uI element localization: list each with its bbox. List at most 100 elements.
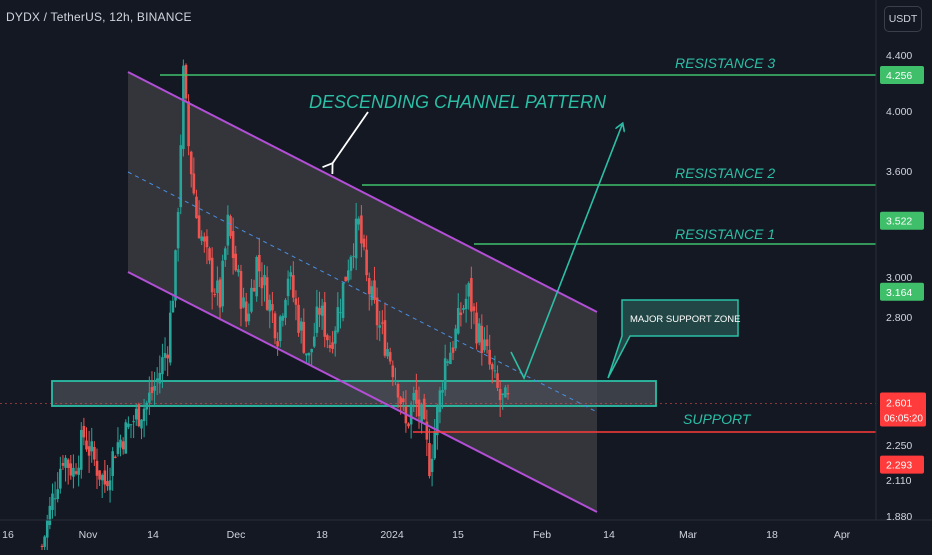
resistance-2-price-badge: [880, 211, 924, 230]
candle-body: [168, 312, 172, 363]
candle-body: [323, 302, 327, 337]
resistance-2-price-text: 3.522: [886, 216, 912, 228]
symbol-title[interactable]: DYDX / TetherUS, 12h, BINANCE: [6, 10, 192, 24]
candle-body: [100, 474, 104, 481]
candle-body: [318, 307, 321, 315]
time-tick-label: 18: [316, 529, 328, 541]
candle-body: [77, 467, 80, 475]
resistance-3-price-badge: [880, 66, 924, 84]
candle-body: [218, 279, 222, 308]
candle-body: [197, 215, 201, 239]
candle-body: [127, 423, 130, 428]
candle-body: [142, 408, 146, 422]
candle-body: [106, 481, 109, 487]
candle-body: [200, 236, 203, 241]
major-support-zone-rect[interactable]: [51, 380, 657, 407]
candle-body: [132, 421, 135, 423]
channel-pointer-arrow[interactable]: [332, 111, 369, 164]
support-price-text: 2.293: [886, 460, 912, 472]
currency-button[interactable]: USDT: [884, 6, 922, 32]
candle-body: [480, 325, 484, 353]
candle-body: [260, 277, 264, 289]
candle-body: [263, 275, 266, 286]
descending-channel-fill: [128, 72, 597, 512]
candle-body: [388, 352, 392, 362]
candle-body: [328, 345, 332, 348]
support-zone-callout-label: MAJOR SUPPORT ZONE: [630, 314, 741, 325]
candle-body: [48, 505, 52, 526]
time-tick-label: 14: [147, 529, 159, 541]
resistance-1-label: RESISTANCE 1: [675, 226, 775, 242]
time-tick-label: 14: [603, 529, 615, 541]
candle-body: [281, 315, 285, 321]
time-tick-label: 16: [2, 529, 14, 541]
candle-body: [205, 236, 209, 248]
channel-lower-line[interactable]: [127, 271, 598, 513]
candle-body: [365, 249, 368, 276]
channel-upper-line[interactable]: [127, 71, 598, 313]
price-tick-label: 4.000: [886, 106, 912, 118]
candle-body: [179, 145, 183, 208]
price-tick-label: 2.110: [886, 475, 912, 487]
candle-body: [111, 451, 114, 476]
candle-body: [155, 378, 159, 381]
candle-body: [187, 101, 190, 147]
candle-body: [234, 253, 238, 271]
candle-body: [438, 390, 442, 413]
candle-body: [305, 353, 308, 356]
candle-body: [137, 404, 141, 427]
resistance-3-price-text: 4.256: [886, 70, 912, 82]
candle-body: [176, 211, 180, 249]
candle-body: [443, 358, 447, 390]
price-tick-label: 3.600: [886, 166, 912, 178]
candle-body: [464, 298, 468, 310]
candle-body: [276, 341, 279, 347]
candles: [40, 59, 510, 555]
candle-body: [252, 287, 256, 292]
resistance-1-price-text: 3.164: [886, 287, 912, 299]
projection-arrow[interactable]: [510, 125, 622, 380]
time-axis[interactable]: 16 Nov 14 Dec 18 2024 15 Feb 14 Mar 18 Apr: [2, 529, 851, 541]
candle-countdown-text: 06:05:20: [884, 414, 923, 425]
candle-body: [336, 307, 340, 332]
candle-body: [357, 218, 361, 225]
candle-body: [391, 365, 395, 378]
candle-body: [163, 353, 167, 358]
candle-body: [378, 325, 382, 328]
candle-body: [436, 406, 439, 436]
candle-body: [114, 456, 117, 458]
candle-body: [166, 354, 169, 359]
candle-body: [493, 370, 497, 372]
candle-body: [192, 173, 196, 194]
price-tick-label: 2.250: [886, 440, 912, 452]
candle-body: [229, 216, 232, 237]
candle-body: [69, 463, 73, 476]
candle-body: [297, 304, 300, 333]
candle-body: [360, 215, 363, 244]
candle-body: [320, 305, 324, 316]
candle-body: [373, 280, 376, 300]
price-axis[interactable]: 4.4004.0003.6003.0002.8002.4002.2502.110…: [886, 50, 912, 523]
candle-body: [433, 431, 436, 459]
candle-body: [242, 297, 245, 308]
candle-body: [352, 255, 355, 257]
price-tick-label: 4.400: [886, 50, 912, 62]
candle-body: [51, 493, 54, 510]
candle-body: [79, 429, 83, 470]
candle-body: [422, 398, 426, 420]
candle-body: [292, 275, 295, 298]
candle-body: [271, 304, 274, 311]
candle-body: [103, 470, 107, 485]
candle-body: [90, 441, 94, 452]
candle-body: [257, 254, 261, 272]
candle-body: [53, 498, 57, 500]
candle-body: [134, 408, 138, 420]
candle-body: [383, 320, 387, 356]
support-zone-callout-box[interactable]: [607, 299, 739, 379]
time-tick-label: 2024: [380, 529, 404, 541]
candle-body: [506, 392, 510, 395]
candle-body: [239, 271, 243, 309]
candle-body: [417, 399, 421, 417]
